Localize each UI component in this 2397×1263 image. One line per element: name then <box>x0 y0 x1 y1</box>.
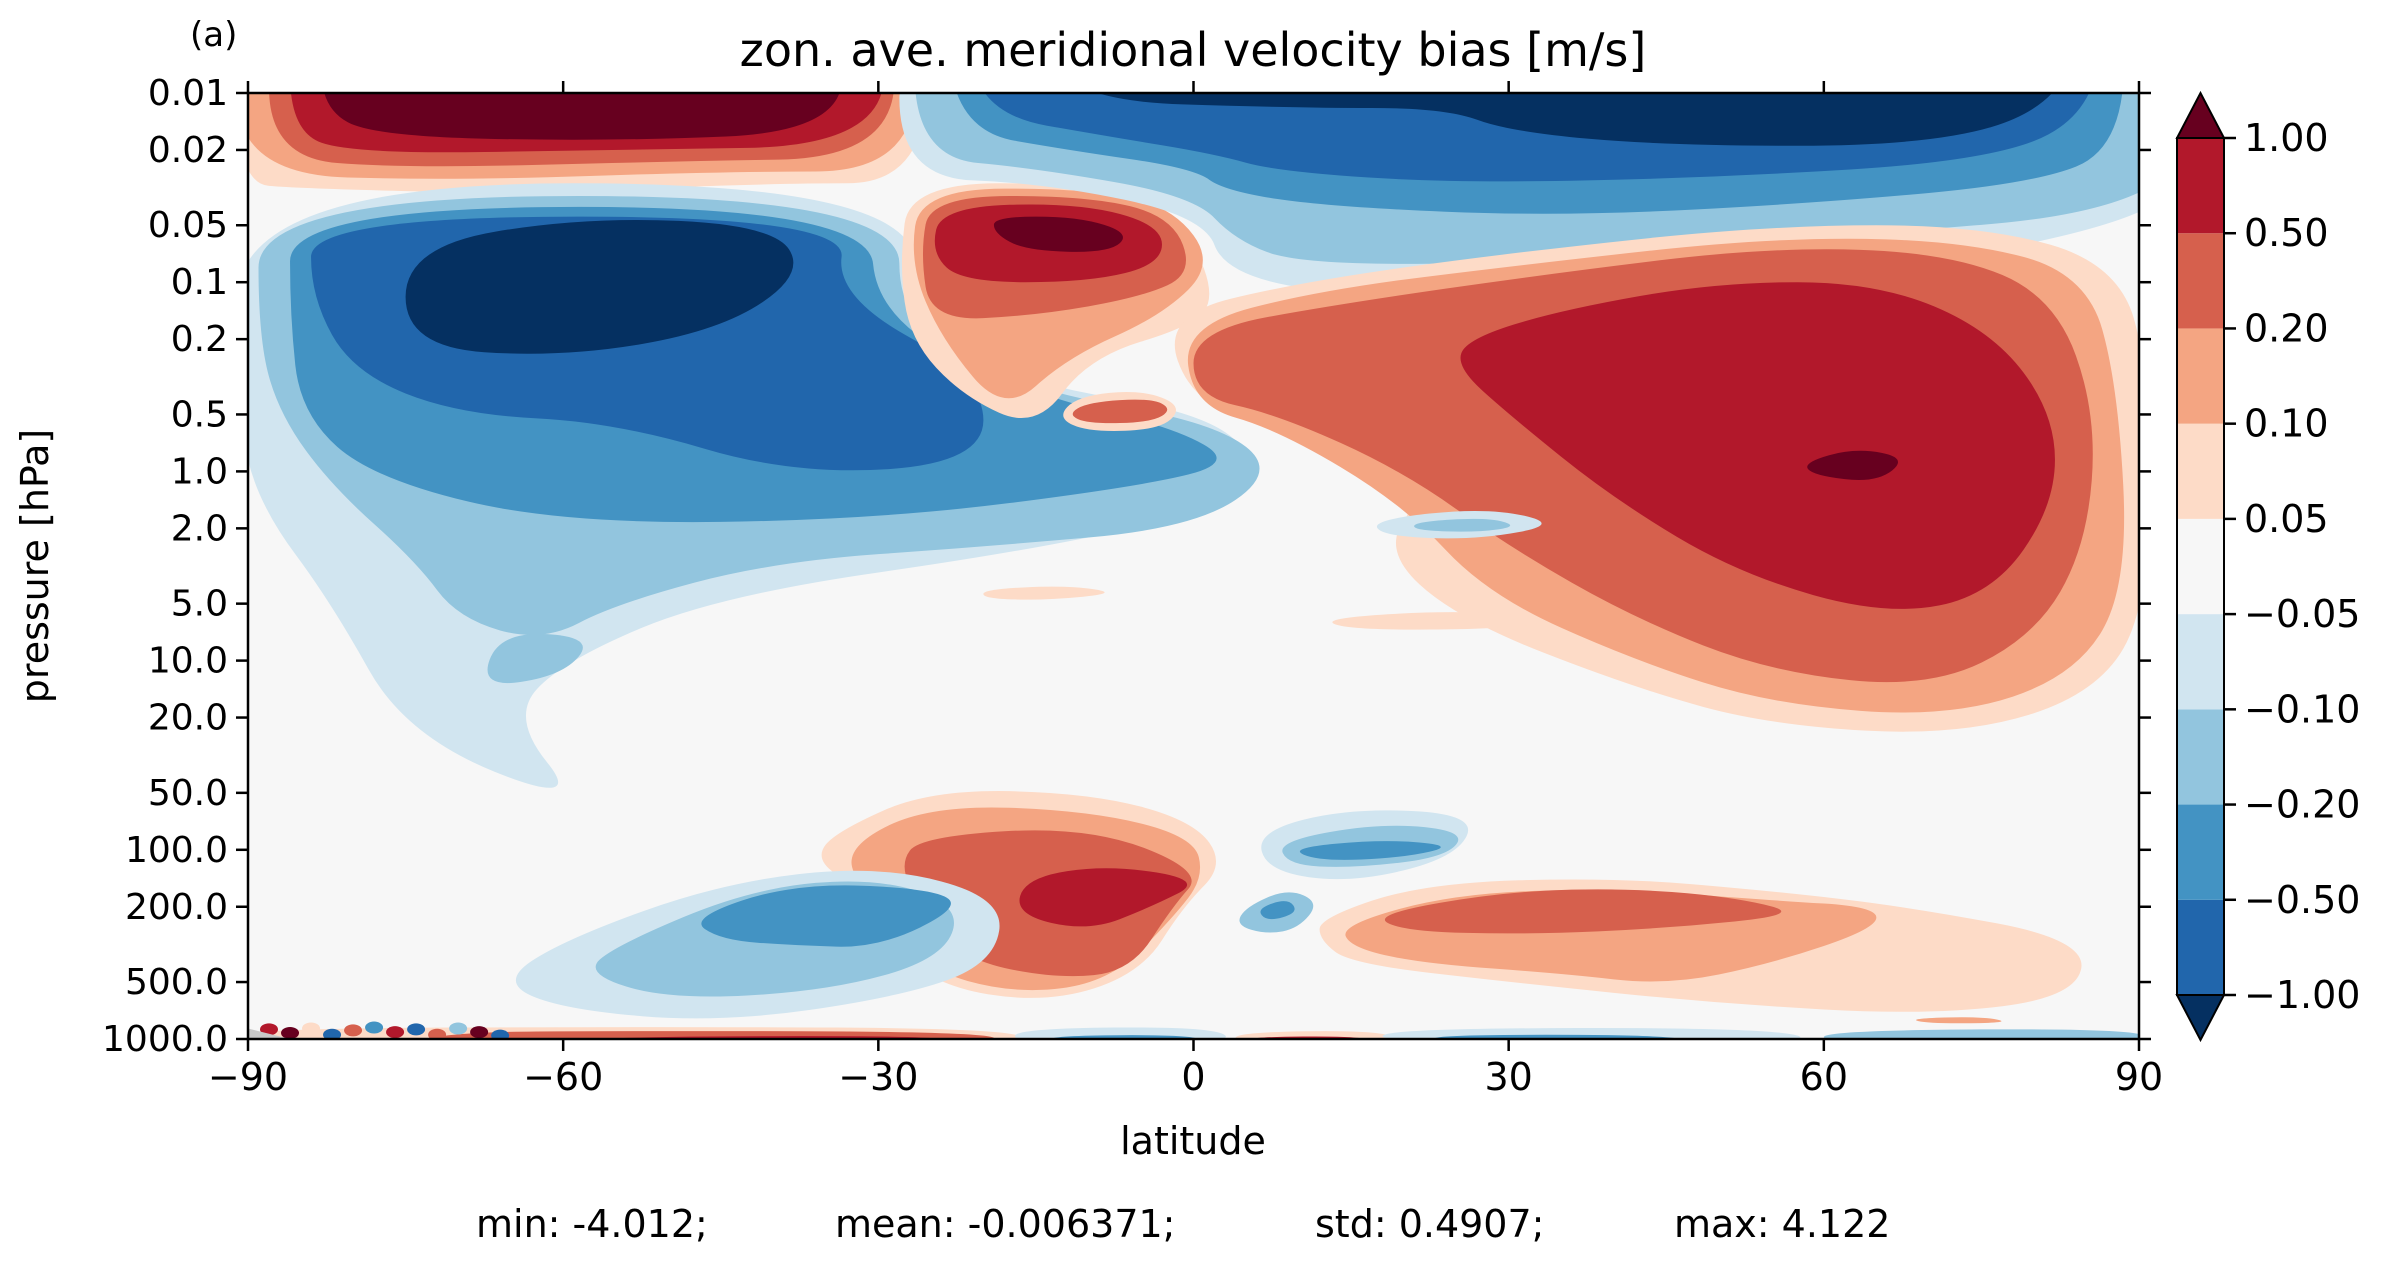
contour-region <box>405 219 794 354</box>
contour-region <box>1332 612 1544 630</box>
contour-region <box>983 586 1105 600</box>
colorbar-tick-label: 1.00 <box>2244 116 2329 160</box>
contour-speckle <box>449 1022 468 1035</box>
contour-region <box>324 93 840 140</box>
colorbar-swatch <box>2177 233 2224 329</box>
colorbar-tick-label: 0.05 <box>2244 497 2329 541</box>
y-tick-label: 0.02 <box>148 130 228 171</box>
masked-orography <box>248 1028 291 1039</box>
contour-region <box>1807 450 1899 481</box>
colorbar-frame <box>2176 137 2225 996</box>
y-tick-label: 10.0 <box>148 641 228 682</box>
stat-min: min: -4.012; <box>476 1202 708 1246</box>
colorbar-swatch <box>2177 804 2224 900</box>
contour-speckle <box>428 1028 447 1039</box>
colorbar-tick-label: 0.10 <box>2244 402 2329 446</box>
y-tick-label: 0.1 <box>171 262 228 303</box>
colorbar: −1.00 −0.50 −0.20 −0.10 −0.05 0.05 0.10 0.20 0.5… <box>2175 90 2360 1043</box>
contour-region <box>1384 889 1782 934</box>
contour-region <box>1414 518 1511 532</box>
colorbar-tick-label: −0.20 <box>2244 783 2360 827</box>
colorbar-extend-max <box>2175 90 2226 139</box>
contour-region <box>701 885 951 947</box>
panel-label: (a) <box>190 15 237 55</box>
stat-max: max: 4.122 <box>1674 1202 1890 1246</box>
contour-region <box>1019 868 1188 927</box>
colorbar-swatch <box>2177 423 2224 519</box>
x-axis-label: latitude <box>1120 1119 1266 1163</box>
contour-region <box>487 633 583 684</box>
contour-region <box>1916 1017 2002 1024</box>
contour-region <box>1299 841 1441 860</box>
x-tick-label: 0 <box>1181 1055 1205 1099</box>
y-tick-label: 0.2 <box>171 319 228 360</box>
y-tick-label: 2.0 <box>171 508 228 549</box>
contour-speckle <box>344 1024 363 1037</box>
y-tick-label: 100.0 <box>125 830 228 871</box>
stats-line: min: -4.012; mean: -0.006371; std: 0.490… <box>476 1202 1890 1246</box>
colorbar-tick-label: 0.20 <box>2244 306 2329 350</box>
x-tick-label: 90 <box>2115 1055 2163 1099</box>
contour-region <box>993 216 1123 252</box>
contour-speckle <box>365 1021 384 1034</box>
colorbar-swatch <box>2177 614 2224 710</box>
colorbar-tick-label: −0.10 <box>2244 687 2360 731</box>
chart-title: zon. ave. meridional velocity bias [m/s] <box>740 23 1647 77</box>
contour-speckle <box>407 1023 426 1036</box>
y-tick-label: 50.0 <box>148 773 228 814</box>
x-tick-label: −60 <box>523 1055 603 1099</box>
colorbar-swatch <box>2177 899 2224 995</box>
colorbar-swatch <box>2177 518 2224 615</box>
y-tick-label: 500.0 <box>125 962 228 1003</box>
colorbar-swatch <box>2177 328 2224 424</box>
contour-speckle <box>386 1026 405 1039</box>
y-axis-label: pressure [hPa] <box>13 429 57 703</box>
contour-speckle <box>281 1027 300 1039</box>
y-tick-label: 0.5 <box>171 394 228 435</box>
x-tick-label: −90 <box>208 1055 288 1099</box>
plot-area <box>246 91 2141 1041</box>
x-tick-label: −30 <box>838 1055 918 1099</box>
contour-region <box>1097 93 2053 146</box>
colorbar-tick-label: −0.05 <box>2244 592 2360 636</box>
y-tick-label: 1.0 <box>171 451 228 492</box>
y-tick-label: 200.0 <box>125 887 228 928</box>
x-axis: −90 −60 −30 0 30 60 90 <box>208 81 2163 1099</box>
y-axis: 0.01 0.02 0.05 0.1 0.2 0.5 1.0 2.0 5.0 10.0 20.0 50… <box>102 73 2151 1060</box>
colorbar-extend-min <box>2175 994 2226 1043</box>
colorbar-tick-label: −1.00 <box>2244 973 2360 1017</box>
x-tick-label: 60 <box>1800 1055 1848 1099</box>
contour-region <box>1823 1029 2139 1039</box>
contour-region <box>1260 901 1295 920</box>
colorbar-swatch <box>2177 138 2224 234</box>
y-tick-label: 20.0 <box>148 698 228 739</box>
contour-speckle <box>260 1023 279 1036</box>
colorbar-tick-label: −0.50 <box>2244 878 2360 922</box>
colorbar-swatch <box>2177 709 2224 805</box>
y-tick-label: 1000.0 <box>102 1019 228 1060</box>
contour-region <box>1460 282 2055 609</box>
contour-speckle <box>302 1022 321 1035</box>
y-tick-label: 0.01 <box>148 73 228 114</box>
contour-speckle <box>470 1026 489 1039</box>
contour-speckle <box>491 1029 510 1039</box>
colorbar-tick-label: 0.50 <box>2244 211 2329 255</box>
stat-std: std: 0.4907; <box>1315 1202 1544 1246</box>
y-tick-label: 0.05 <box>148 205 228 246</box>
contour-speckle <box>323 1028 342 1039</box>
contour-region <box>1072 399 1168 424</box>
x-tick-label: 30 <box>1484 1055 1532 1099</box>
contour-regions <box>248 93 2139 1039</box>
stat-mean: mean: -0.006371; <box>835 1202 1175 1246</box>
y-tick-label: 5.0 <box>171 584 228 625</box>
